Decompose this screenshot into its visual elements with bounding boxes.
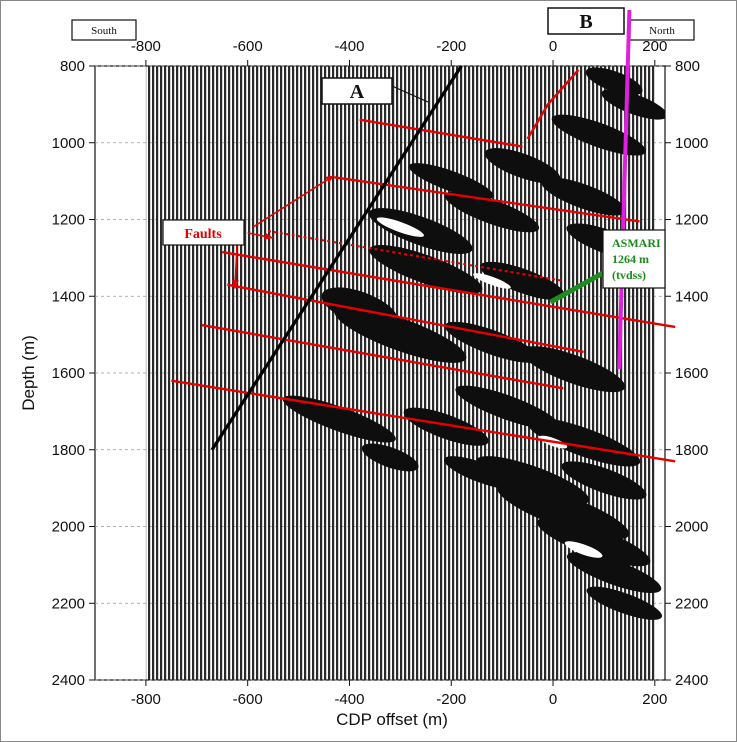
fault-line [526,69,580,140]
fault-line [222,250,676,329]
svg-text:Faults: Faults [184,227,222,242]
x-axis-label: CDP offset (m) [336,710,448,729]
x-ticks: -800 -800 -600 -600 -400 -400 -200 -200 0 0 200 200 [131,38,667,708]
bright-spot [376,217,424,237]
reflector-blob [361,443,419,472]
reflector-blob [541,177,627,216]
x-tick-label-top: -400 [334,38,364,55]
fault-line [359,118,523,148]
reflector-blob [321,287,398,329]
north-label-box: North [629,19,695,41]
reflector-blob [586,586,663,620]
x-tick-label-top: -200 [436,38,466,55]
reflector-blob [537,517,651,567]
fault-arrowhead [231,280,239,289]
x-tick-label-top: 200 [642,38,667,55]
reflector-blob [566,552,662,594]
svg-text:B: B [579,11,592,33]
y-tick-label-right: 2000 [675,519,708,536]
reflector-blob [484,148,561,184]
y-tick-label: 2200 [52,595,85,612]
reflector-blob [408,163,494,200]
reflector-blob [526,417,641,467]
svg-text:A: A [350,81,365,103]
y-tick-label-right: 2400 [675,672,708,689]
reflector-blob [369,245,483,294]
y-axis-label: Depth (m) [19,335,38,411]
reflector-blob [403,407,489,446]
y-tick-label: 1600 [52,365,85,382]
svg-text:North: North [649,25,675,37]
south-label-box: South [71,19,137,41]
fault-line [227,283,584,354]
reflector-blob [282,395,396,443]
reflector-blob [444,191,540,233]
reflector-blob [561,461,647,500]
fault-line-dashed [267,230,564,282]
faults-label-box: Faults [162,219,245,246]
bright-spot [564,541,603,558]
y-tick-label: 2400 [52,672,85,689]
well-b-label-box: B [547,7,625,35]
fault-line [171,379,676,463]
reflector-blob [368,208,473,254]
x-tick-label: -200 [436,691,466,708]
y-tick-label: 1400 [52,288,85,305]
svg-text:South: South [91,25,117,37]
x-tick-label: 200 [642,691,667,708]
reflector-blob [444,321,540,363]
y-tick-label-right: 1800 [675,442,708,459]
well-b-trajectory [617,9,632,370]
reflector-blob [521,346,626,393]
fault-line [201,323,564,390]
well-a-trajectory [210,65,463,451]
svg-text:1264 m: 1264 m [612,252,649,266]
fault-arrow [252,174,335,228]
plot-area [94,65,666,681]
x-tick-label: -800 [131,691,161,708]
bright-spot [473,273,511,289]
x-tick-label-top: -600 [233,38,263,55]
y-tick-label: 1000 [52,135,85,152]
y-tick-label-right: 1200 [675,212,708,229]
y-tick-label: 1200 [52,212,85,229]
x-tick-label-top: 0 [549,38,557,55]
x-tick-label: -400 [334,691,364,708]
x-tick-label: -600 [233,691,263,708]
y-tick-label-right: 1600 [675,365,708,382]
y-tick-label: 1800 [52,442,85,459]
y-ticks: 800 800 1000 1000 1200 1200 1400 1400 1600 1600 18… [52,58,709,689]
svg-text:(tvdss): (tvdss) [612,268,646,282]
y-tick-label-right: 2200 [675,595,708,612]
well-a-label-box: A [321,77,393,105]
y-tick-label-right: 1400 [675,288,708,305]
y-tick-label: 800 [60,58,85,75]
reflector-blob [497,482,630,540]
x-tick-label: 0 [549,691,557,708]
y-tick-label: 2000 [52,519,85,536]
reflector-blob [476,456,590,505]
reflector-blob [601,89,665,120]
well-a-leader [391,85,429,103]
reflector-blob [551,114,647,156]
asmari-label-box: ASMARI 1264 m (tvdss) [602,229,666,289]
x-tick-label-top: -800 [131,38,161,55]
fault-arrowhead [325,175,335,183]
svg-text:ASMARI: ASMARI [612,236,661,250]
fault-arrowhead [264,232,274,240]
reflector-blob [444,456,520,490]
y-tick-label-right: 800 [675,58,700,75]
y-tick-label-right: 1000 [675,135,708,152]
